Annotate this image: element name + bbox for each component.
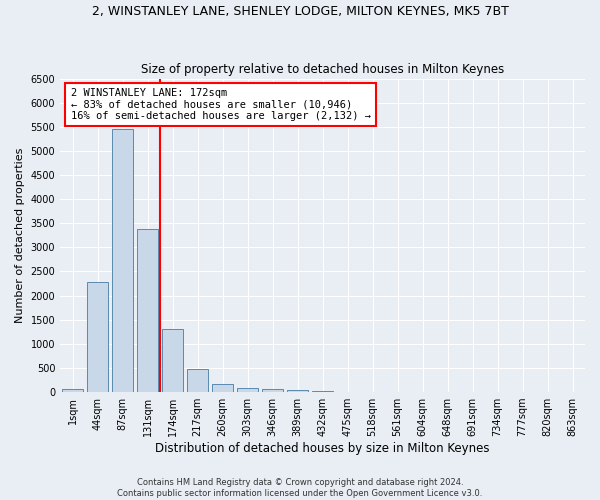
Bar [312, 391, 333, 392]
Bar [212, 384, 233, 392]
Bar [262, 389, 283, 392]
Text: Contains HM Land Registry data © Crown copyright and database right 2024.
Contai: Contains HM Land Registry data © Crown c… [118, 478, 482, 498]
Bar [237, 388, 258, 392]
Title: Size of property relative to detached houses in Milton Keynes: Size of property relative to detached ho… [141, 63, 504, 76]
X-axis label: Distribution of detached houses by size in Milton Keynes: Distribution of detached houses by size … [155, 442, 490, 455]
Y-axis label: Number of detached properties: Number of detached properties [15, 148, 25, 323]
Bar [137, 229, 158, 392]
Text: 2 WINSTANLEY LANE: 172sqm
← 83% of detached houses are smaller (10,946)
16% of s: 2 WINSTANLEY LANE: 172sqm ← 83% of detac… [71, 88, 371, 121]
Bar [87, 282, 108, 392]
Bar [62, 389, 83, 392]
Bar [287, 390, 308, 392]
Bar [162, 330, 183, 392]
Bar [112, 129, 133, 392]
Bar [187, 369, 208, 392]
Text: 2, WINSTANLEY LANE, SHENLEY LODGE, MILTON KEYNES, MK5 7BT: 2, WINSTANLEY LANE, SHENLEY LODGE, MILTO… [92, 5, 508, 18]
